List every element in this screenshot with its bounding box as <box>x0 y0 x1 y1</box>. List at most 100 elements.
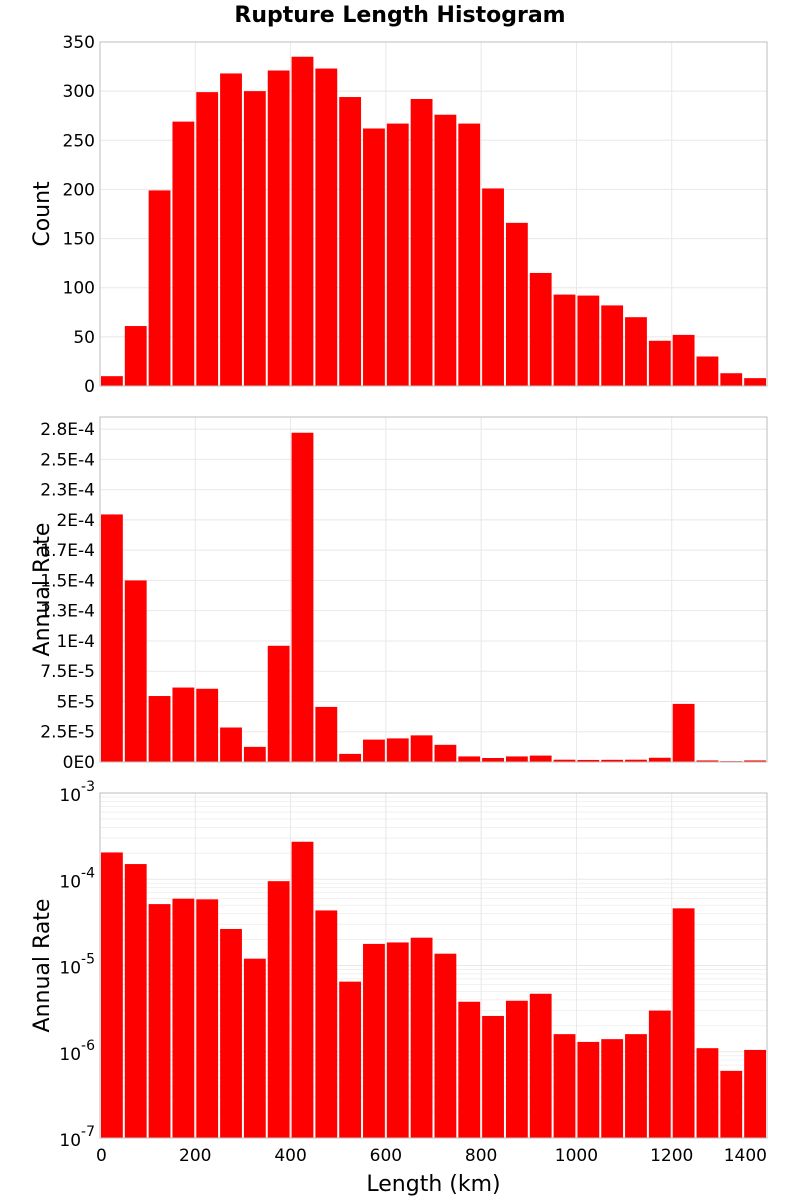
y-tick-label: 10-4 <box>59 865 95 892</box>
histogram-bar <box>672 703 695 762</box>
histogram-bar <box>148 190 171 386</box>
histogram-bar <box>172 121 195 387</box>
plot-frame <box>99 792 768 1139</box>
histogram-bar <box>148 696 171 762</box>
y-tick-label: 2.5E-4 <box>40 450 95 470</box>
histogram-bar <box>505 756 528 762</box>
histogram-bar <box>529 755 552 762</box>
histogram-bar <box>577 295 600 386</box>
y-tick-label: 50 <box>73 328 95 348</box>
histogram-bar <box>386 942 409 1138</box>
y-tick-label: 350 <box>63 33 95 53</box>
y-axis-label: Annual Rate <box>30 899 55 1033</box>
histogram-bar <box>601 1039 624 1138</box>
histogram-bar <box>101 852 123 1138</box>
y-axis-label: Annual Rate <box>30 523 55 657</box>
y-tick-label: 1.5E-4 <box>40 571 95 591</box>
histogram-bar <box>696 760 719 762</box>
histogram-bar <box>291 56 314 386</box>
histogram-bar <box>625 759 647 762</box>
x-tick-label: 1400 <box>724 1146 767 1166</box>
histogram-bar <box>672 908 695 1138</box>
histogram-bar <box>601 759 624 762</box>
histogram-bar <box>196 899 219 1138</box>
histogram-bar <box>291 841 314 1138</box>
y-tick-label: 7.5E-5 <box>40 662 95 682</box>
y-tick-label: 0E0 <box>63 753 95 773</box>
histogram-bar <box>482 758 504 762</box>
histogram-bar <box>363 943 385 1138</box>
histogram-bar <box>696 1048 719 1138</box>
count-panel: 0 50 100 150 200 250 300 350 Count <box>30 33 768 397</box>
x-tick-label: 600 <box>370 1146 402 1166</box>
histogram-bar <box>625 1034 647 1138</box>
histogram-bar <box>220 727 242 762</box>
histogram-bar <box>291 432 314 762</box>
histogram-bar <box>410 735 433 762</box>
histogram-bar <box>625 317 647 386</box>
x-tick-label: 1000 <box>555 1146 598 1166</box>
histogram-bar <box>505 222 528 386</box>
x-tick-label: 0 <box>96 1146 107 1166</box>
histogram-bar <box>124 326 147 386</box>
histogram-bar <box>744 1049 766 1138</box>
y-tick-label: 2.3E-4 <box>40 481 95 501</box>
histogram-bar <box>720 373 743 386</box>
histogram-bar <box>124 580 147 762</box>
histogram-bar <box>124 864 147 1138</box>
histogram-bar <box>196 92 219 386</box>
histogram-bar <box>196 688 219 762</box>
x-tick-label: 400 <box>274 1146 306 1166</box>
y-tick-label: 0 <box>84 377 95 397</box>
histogram-bar <box>410 99 433 387</box>
histogram-bar <box>577 759 600 762</box>
x-axis-label: Length (km) <box>366 1172 500 1197</box>
histogram-bar <box>315 68 338 386</box>
histogram-bar <box>577 1041 600 1138</box>
histogram-bar <box>744 760 766 762</box>
y-tick-label: 200 <box>63 180 95 200</box>
histogram-bar <box>458 756 481 762</box>
histogram-bar <box>672 334 695 386</box>
annual-rate-linear-panel: 0E0 2.5E-5 5E-5 7.5E-5 1E-4 1.3E-4 1.5E-4 1.7E-… <box>30 416 768 773</box>
y-tick-label: 2E-4 <box>56 511 95 531</box>
histogram-bar <box>482 1015 504 1138</box>
histogram-bar <box>220 73 242 387</box>
histogram-bar <box>458 1001 481 1138</box>
histogram-bar <box>101 514 123 762</box>
histogram-bar <box>482 188 504 386</box>
histogram-bar <box>148 904 171 1138</box>
histogram-bar <box>648 340 671 386</box>
histogram-bar <box>315 910 338 1138</box>
histogram-bar <box>243 746 266 762</box>
y-tick-label: 5E-5 <box>56 692 95 712</box>
histogram-bar <box>553 294 576 386</box>
histogram-bar <box>505 1000 528 1138</box>
histogram-bar <box>648 757 671 762</box>
y-tick-label: 10-5 <box>59 952 95 979</box>
histogram-bar <box>553 1034 576 1138</box>
y-axis-label: Count <box>30 181 55 247</box>
y-tick-label: 10-7 <box>59 1124 95 1151</box>
histogram-bar <box>434 114 457 386</box>
histogram-bar <box>363 128 385 386</box>
histogram-bar <box>410 937 433 1138</box>
histogram-bar <box>648 1010 671 1138</box>
x-axis: 0 200 400 600 800 1000 1200 1400 Length (km) <box>96 1146 767 1197</box>
plot-frame <box>99 416 768 763</box>
annual-rate-log-panel: 10-7 10-6 10-5 10-4 10-3 Annual Rate <box>30 779 768 1151</box>
histogram-bar <box>363 739 385 762</box>
histogram-bar <box>386 738 409 762</box>
histogram-bar <box>220 928 242 1138</box>
y-tick-label: 250 <box>63 131 95 151</box>
chart-title: Rupture Length Histogram <box>234 3 565 28</box>
histogram-bar <box>744 378 766 386</box>
y-tick-label: 300 <box>63 82 95 102</box>
histogram-bar <box>315 706 338 762</box>
histogram-bar <box>529 272 552 386</box>
histogram-bar <box>339 753 362 762</box>
y-tick-label: 1E-4 <box>56 632 95 652</box>
x-tick-label: 1200 <box>650 1146 693 1166</box>
histogram-bar <box>386 123 409 386</box>
